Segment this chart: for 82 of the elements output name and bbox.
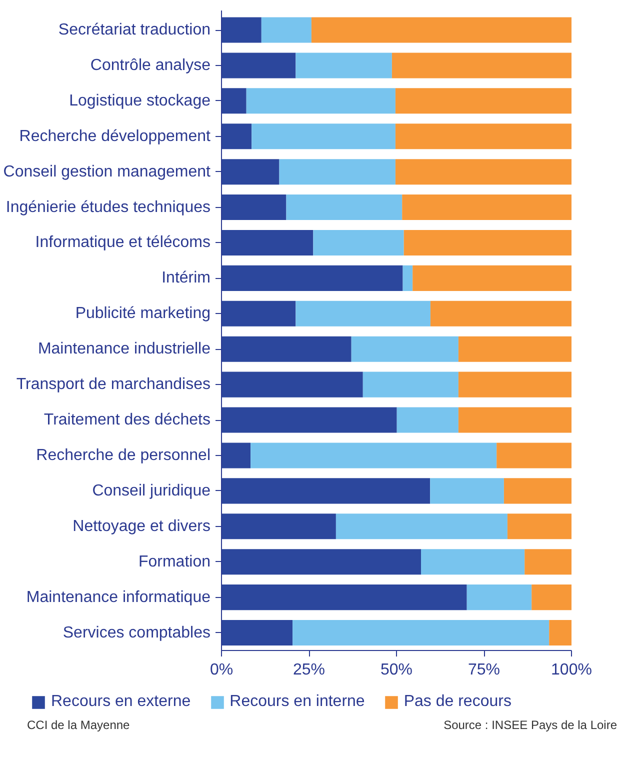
bar [496, 442, 572, 468]
y-tick-label: Ingénierie études techniques [6, 198, 210, 216]
bar [250, 442, 497, 468]
bar [395, 159, 572, 185]
text: CCI de la Mayenne [27, 717, 130, 734]
bar [395, 124, 572, 150]
bar [504, 478, 572, 504]
bar [392, 52, 572, 78]
bar [222, 194, 286, 220]
bar [311, 17, 572, 43]
legend-label: Recours en externe [51, 693, 191, 711]
bar [458, 336, 572, 362]
bar [222, 407, 397, 433]
x-tick-label: 75% [468, 662, 500, 678]
bar [246, 88, 396, 114]
bar [222, 442, 251, 468]
bar [286, 194, 402, 220]
bar [395, 88, 572, 114]
bar [222, 549, 421, 575]
bar [524, 549, 572, 575]
bar [296, 300, 430, 326]
x-tick-label: 25% [292, 662, 326, 678]
source-note: Source : INSEE Pays de la Loire [444, 717, 617, 734]
y-tick-label: Contrôle analyse [90, 56, 211, 74]
bar [222, 478, 430, 504]
bar [549, 620, 572, 646]
bar [402, 194, 572, 220]
bar [458, 407, 572, 433]
bar [222, 88, 246, 114]
y-tick-label: Secrétariat traduction [58, 22, 210, 38]
bar [261, 17, 312, 43]
y-tick-label: Conseil gestion management [3, 163, 212, 180]
y-tick-label: Informatique et télécoms [35, 234, 211, 252]
bar [222, 124, 252, 150]
bar [222, 514, 336, 540]
bar [351, 336, 458, 362]
bar [296, 52, 392, 78]
bar [404, 230, 572, 256]
y-tick-label: Maintenance informatique [26, 588, 211, 606]
y-tick-label: Maintenance industrielle [38, 340, 211, 358]
bar [222, 372, 363, 398]
y-tick-label: Recherche développement [19, 128, 212, 145]
x-tick-label: 100% [551, 662, 592, 678]
bar [222, 265, 403, 291]
bar [222, 300, 296, 326]
x-tick-label: 0% [210, 662, 234, 678]
bar [396, 407, 458, 433]
bar [532, 584, 572, 610]
y-tick-label: Nettoyage et divers [72, 518, 211, 535]
bar [412, 265, 572, 291]
bar [222, 52, 296, 78]
y-tick-label: Recherche de personnel [36, 446, 211, 464]
legend-label: Pas de recours [404, 693, 512, 711]
y-tick-label: Conseil juridique [92, 482, 211, 500]
legend-label: Recours en interne [230, 693, 365, 711]
bar [466, 584, 532, 610]
y-tick-label: Logistique stockage [69, 92, 211, 110]
bar [252, 124, 396, 150]
bar [402, 265, 413, 291]
bar [222, 584, 467, 610]
y-tick-label: Formation [138, 553, 211, 570]
bar [458, 372, 572, 398]
bar [430, 300, 572, 326]
bar [222, 17, 262, 43]
bar [292, 620, 550, 646]
bar [313, 230, 404, 256]
bar [430, 478, 504, 504]
y-tick-label: Services comptables [62, 624, 211, 642]
bar [222, 159, 280, 185]
bar [222, 336, 352, 362]
y-tick-label: Publicité marketing [75, 305, 210, 322]
bar [421, 549, 525, 575]
bar [222, 620, 293, 646]
bar [222, 230, 314, 256]
y-tick-label: Transport de marchandises [16, 376, 211, 394]
y-tick-label: Traitement des déchets [44, 412, 211, 429]
bar [362, 372, 458, 398]
bar [279, 159, 396, 185]
y-tick-label: Intérim [162, 270, 211, 287]
bar [507, 514, 572, 540]
x-tick-label: 50% [380, 662, 413, 678]
bar [336, 514, 508, 540]
